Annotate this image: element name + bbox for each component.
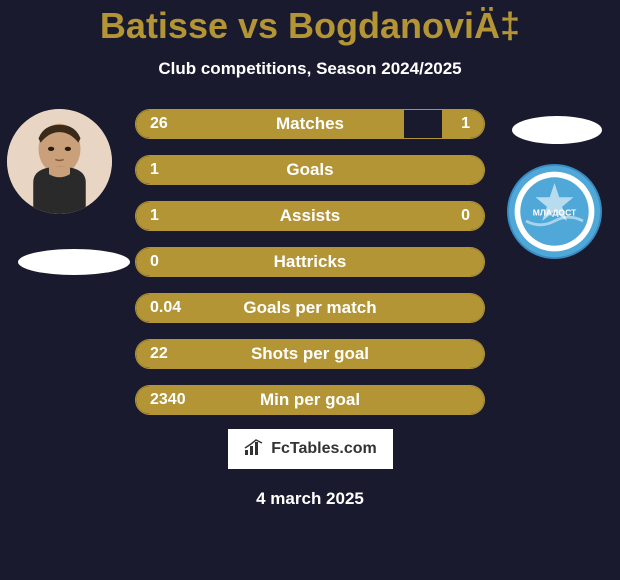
stat-value-left: 1 bbox=[150, 161, 159, 179]
stat-value-left: 1 bbox=[150, 207, 159, 225]
stat-value-left: 0 bbox=[150, 253, 159, 271]
player-right-flag bbox=[512, 116, 602, 144]
page-title: Batisse vs BogdanoviÄ‡ bbox=[0, 5, 620, 47]
subtitle: Club competitions, Season 2024/2025 bbox=[0, 59, 620, 79]
chart-icon bbox=[243, 438, 265, 461]
player-right-club-logo: МЛАДОСТ bbox=[507, 164, 602, 259]
stat-row: 1 Goals bbox=[135, 155, 485, 185]
stat-label: Matches bbox=[276, 114, 344, 134]
player-left-flag bbox=[18, 249, 130, 275]
stat-label: Assists bbox=[280, 206, 340, 226]
stat-label: Min per goal bbox=[260, 390, 360, 410]
stat-value-left: 22 bbox=[150, 345, 168, 363]
stat-label: Hattricks bbox=[274, 252, 347, 272]
stats-container: 26 1 Matches 1 Goals 1 0 Assists 0 Hattricks 0.04 G… bbox=[135, 109, 485, 431]
comparison-date: 4 march 2025 bbox=[0, 489, 620, 509]
footer-brand: FcTables.com bbox=[228, 429, 393, 469]
stat-value-left: 0.04 bbox=[150, 299, 181, 317]
stat-value-right: 1 bbox=[461, 115, 470, 133]
stat-row: 1 0 Assists bbox=[135, 201, 485, 231]
stat-row: 2340 Min per goal bbox=[135, 385, 485, 415]
player-left-avatar bbox=[7, 109, 112, 214]
stat-value-right: 0 bbox=[461, 207, 470, 225]
stat-label: Goals bbox=[286, 160, 333, 180]
footer-brand-text: FcTables.com bbox=[271, 440, 377, 458]
stat-label: Shots per goal bbox=[251, 344, 369, 364]
stat-value-left: 2340 bbox=[150, 391, 186, 409]
stat-fill-left bbox=[136, 110, 404, 138]
stat-row: 22 Shots per goal bbox=[135, 339, 485, 369]
stat-value-left: 26 bbox=[150, 115, 168, 133]
stat-label: Goals per match bbox=[243, 298, 376, 318]
stat-row: 0.04 Goals per match bbox=[135, 293, 485, 323]
svg-text:МЛАДОСТ: МЛАДОСТ bbox=[533, 207, 577, 217]
stat-row: 26 1 Matches bbox=[135, 109, 485, 139]
stat-row: 0 Hattricks bbox=[135, 247, 485, 277]
comparison-area: МЛАДОСТ 26 1 Matches 1 Goals 1 0 Assists 0 Hattri… bbox=[0, 109, 620, 419]
